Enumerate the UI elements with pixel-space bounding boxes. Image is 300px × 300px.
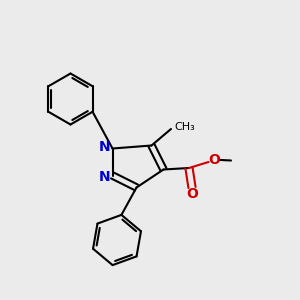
Text: N: N [99,140,111,154]
Text: N: N [99,170,111,184]
Text: CH₃: CH₃ [175,122,195,133]
Text: O: O [208,154,220,167]
Text: O: O [186,187,198,201]
